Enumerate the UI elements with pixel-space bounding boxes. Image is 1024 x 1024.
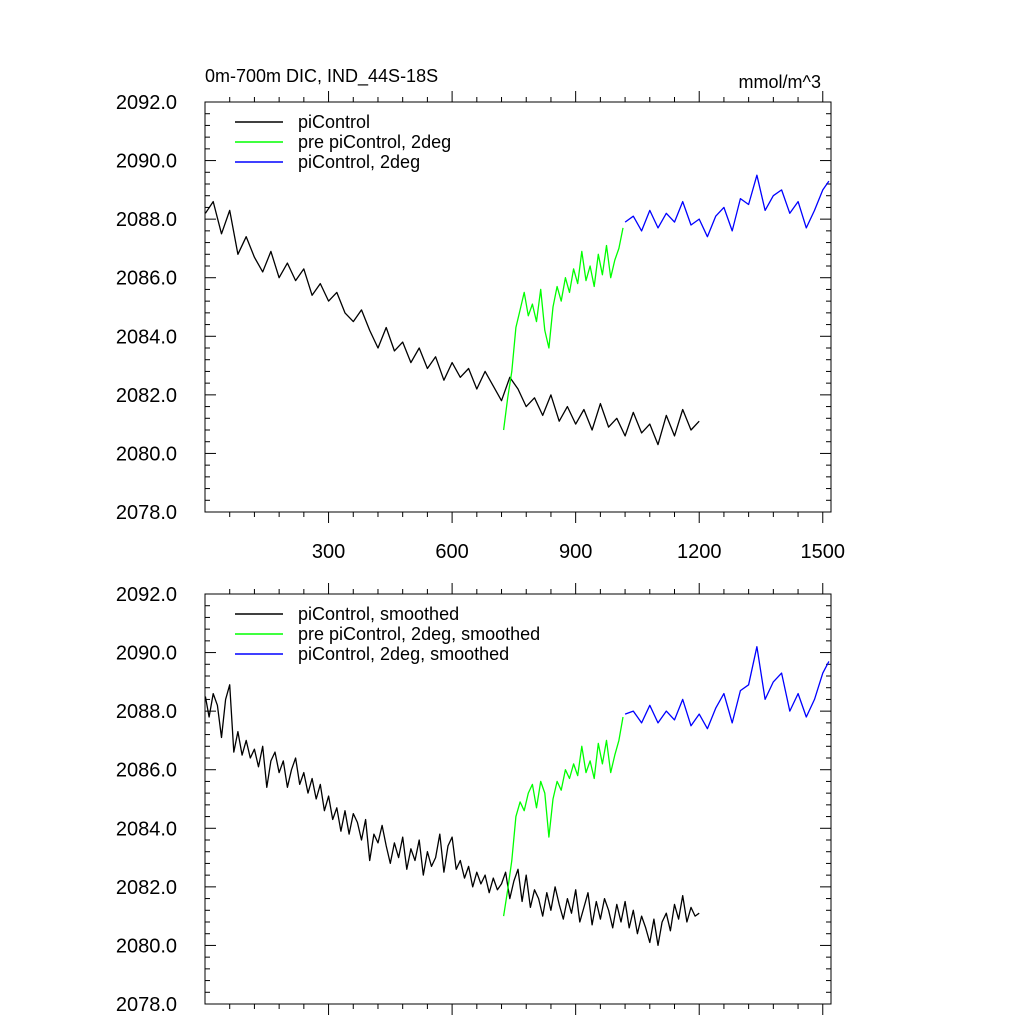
y-tick-label: 2080.0	[116, 935, 177, 957]
y-tick-label: 2092.0	[116, 584, 177, 606]
y-tick-label: 2084.0	[116, 818, 177, 840]
y-tick-label: 2088.0	[116, 209, 177, 231]
y-tick-label: 2084.0	[116, 326, 177, 348]
x-tick-label: 1500	[801, 541, 846, 563]
chart-title: 0m-700m DIC, IND_44S-18S	[205, 66, 438, 87]
y-tick-label: 2082.0	[116, 877, 177, 899]
legend-label-3: piControl, 2deg	[298, 152, 420, 172]
series-line-2	[502, 227, 624, 431]
y-tick-label: 2086.0	[116, 268, 177, 290]
legend-label-2: pre piControl, 2deg, smoothed	[298, 624, 540, 644]
legend-label-2: pre piControl, 2deg	[298, 132, 451, 152]
chart-panel-1: 2078.0 2080.0 2082.0 2084.0 2086.0 2088.0 2090…	[116, 66, 845, 563]
x-tick-label: 600	[435, 541, 468, 563]
y-tick-label: 2080.0	[116, 443, 177, 465]
y-tick-label: 2088.0	[116, 701, 177, 723]
y-tick-label: 2078.0	[116, 994, 177, 1016]
y-tick-label: 2082.0	[116, 385, 177, 407]
plot-frame	[204, 593, 832, 1005]
series-line-2	[502, 716, 624, 917]
units-label: mmol/m^3	[739, 72, 821, 92]
y-tick-label: 2086.0	[116, 760, 177, 782]
x-tick-label: 900	[559, 541, 592, 563]
y-tick-label: 2078.0	[116, 502, 177, 524]
legend-label-1: piControl, smoothed	[298, 604, 459, 624]
series-line-1	[204, 200, 700, 446]
series-line-3	[624, 174, 830, 238]
series-line-3	[624, 646, 830, 730]
y-tick-label: 2090.0	[116, 151, 177, 173]
legend-label-1: piControl	[298, 112, 370, 132]
y-tick-label: 2092.0	[116, 92, 177, 114]
y-tick-label: 2090.0	[116, 643, 177, 665]
series-line-1	[204, 684, 700, 947]
x-tick-label: 1200	[677, 541, 722, 563]
x-tick-label: 300	[312, 541, 345, 563]
legend-label-3: piControl, 2deg, smoothed	[298, 644, 509, 664]
chart-panel-2: 2078.0 2080.0 2082.0 2084.0 2086.0 2088.0 2090…	[116, 583, 832, 1016]
plot-frame	[204, 101, 832, 513]
